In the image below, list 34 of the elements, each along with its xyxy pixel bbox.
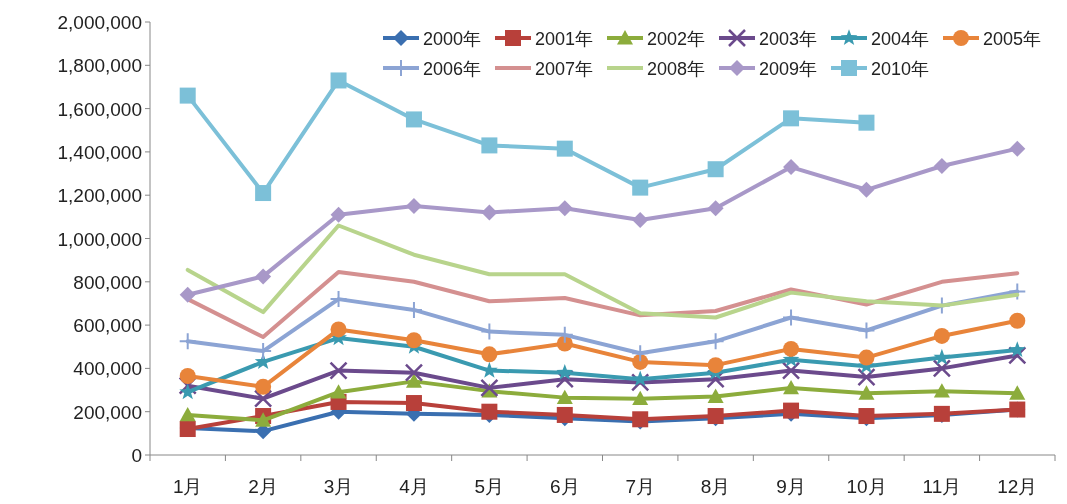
y-tick-label: 1,200,000 [57, 185, 142, 207]
y-tick-label: 0 [131, 445, 142, 466]
legend-label: 2004年 [871, 29, 930, 49]
x-tick-label: 9月 [776, 476, 806, 497]
legend-label: 2010年 [871, 59, 930, 79]
y-tick-label: 1,400,000 [57, 141, 142, 163]
y-tick-label: 1,000,000 [57, 228, 142, 250]
legend-label: 2009年 [759, 59, 818, 79]
x-tick-label: 1月 [172, 476, 203, 497]
legend-label: 2006年 [423, 59, 482, 79]
x-tick-label: 7月 [625, 476, 655, 497]
legend-label: 2001年 [535, 29, 594, 49]
legend-label: 2000年 [423, 29, 482, 49]
x-tick-label: 12月 [997, 476, 1038, 497]
y-tick-label: 1,800,000 [57, 55, 142, 77]
y-tick-label: 2,000,000 [57, 12, 142, 33]
y-tick-label: 400,000 [73, 358, 142, 380]
legend-label: 2003年 [759, 29, 818, 49]
x-tick-label: 3月 [323, 476, 354, 497]
y-tick-label: 600,000 [73, 315, 142, 337]
x-tick-label: 5月 [474, 476, 505, 497]
x-tick-label: 11月 [922, 476, 962, 497]
x-tick-label: 2月 [248, 476, 278, 497]
y-tick-label: 1,600,000 [57, 98, 142, 120]
y-tick-label: 200,000 [73, 401, 142, 423]
x-tick-label: 4月 [399, 476, 429, 497]
x-tick-label: 10月 [846, 476, 887, 497]
x-tick-label: 8月 [700, 476, 731, 497]
x-tick-label: 6月 [550, 476, 580, 497]
legend-label: 2007年 [535, 59, 594, 79]
legend-label: 2005年 [983, 29, 1042, 49]
legend-label: 2008年 [647, 59, 706, 79]
legend-label: 2002年 [647, 29, 706, 49]
y-tick-label: 800,000 [73, 271, 142, 293]
